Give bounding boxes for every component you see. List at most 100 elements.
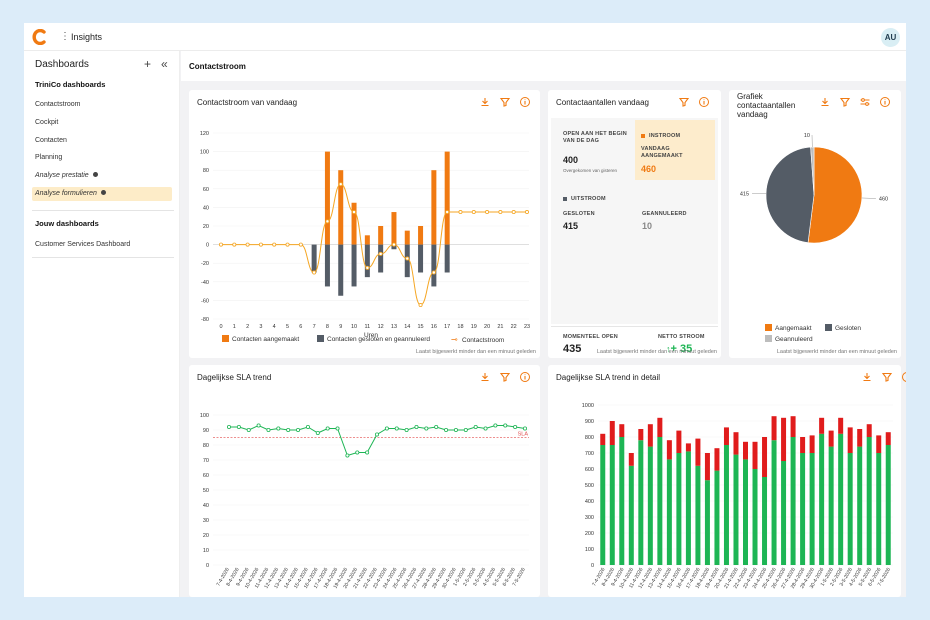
instroom-label-text: INSTROOM	[649, 133, 681, 139]
sla-point	[483, 426, 488, 431]
divider	[32, 210, 174, 211]
x-tick-label: 4	[273, 324, 276, 330]
bar-gesloten	[351, 244, 357, 287]
sidebar-item-label: Contacten	[35, 137, 67, 144]
sla-point	[493, 423, 498, 428]
bar-buiten-sla	[704, 453, 710, 481]
app-window: ⋮ Insights AU Dashboards + « TriniCo das…	[24, 23, 906, 597]
bar-aangemaakt	[444, 151, 450, 245]
contactstroom-point	[458, 210, 463, 215]
sla-point	[256, 423, 261, 428]
legend-swatch	[317, 335, 324, 342]
bar-buiten-sla	[657, 417, 663, 437]
contactstroom-point	[418, 303, 423, 308]
x-tick-label: 18	[457, 324, 463, 330]
filter-icon[interactable]	[678, 96, 690, 108]
card-title: Dagelijkse SLA trend	[197, 373, 272, 382]
sidebar-item-label: Contactstroom	[35, 101, 81, 108]
sla-point	[365, 450, 370, 455]
sidebar-item-analyse-prestatie[interactable]: Analyse prestatie	[32, 169, 172, 183]
filter-icon[interactable]	[499, 96, 511, 108]
download-icon[interactable]	[479, 96, 491, 108]
instroom-panel	[635, 120, 715, 180]
y-tick-label: 20	[203, 533, 209, 539]
y-tick-label: 100	[200, 413, 209, 419]
bar-gesloten	[391, 244, 397, 250]
sidebar-item-contacten[interactable]: Contacten	[32, 134, 172, 148]
card-title: Grafiek contactaantallen vandaag	[737, 92, 796, 119]
sidebar-item-analyse-formulieren[interactable]: Analyse formulieren	[32, 187, 172, 201]
legend-label: Aangemaakt	[775, 325, 812, 332]
filter-icon[interactable]	[839, 96, 851, 108]
contactstroom-point	[258, 242, 263, 247]
bar-buiten-sla	[857, 429, 863, 447]
y-tick-label: 0	[206, 243, 209, 249]
netto-label: NETTO STROOM	[658, 334, 705, 340]
bar-aangemaakt	[431, 170, 437, 245]
sidebar-item-contactstroom[interactable]: Contactstroom	[32, 98, 172, 112]
top-bar: ⋮ Insights AU	[24, 23, 906, 51]
bar-aangemaakt	[324, 151, 330, 245]
netto-value-text: + 35	[670, 343, 693, 355]
bar-buiten-sla	[752, 441, 758, 469]
legend-item-gesloten: Contacten gesloten en geannuleerd	[317, 335, 430, 343]
x-tick-label: 7	[313, 324, 316, 330]
add-dashboard-icon[interactable]: +	[144, 57, 152, 71]
sidebar-item-cockpit[interactable]: Cockpit	[32, 116, 172, 130]
info-icon[interactable]	[879, 96, 891, 108]
bar-binnen-sla	[781, 461, 787, 565]
download-icon[interactable]	[479, 371, 491, 383]
bar-buiten-sla	[685, 443, 691, 452]
filter-icon[interactable]	[881, 371, 893, 383]
collapse-sidebar-icon[interactable]: «	[161, 57, 168, 71]
bar-binnen-sla	[609, 445, 615, 565]
info-icon[interactable]	[901, 371, 906, 383]
bar-buiten-sla	[600, 433, 606, 445]
kebab-menu-icon[interactable]: ⋮	[60, 31, 70, 42]
info-icon[interactable]	[698, 96, 710, 108]
info-icon[interactable]	[519, 96, 531, 108]
info-icon[interactable]	[519, 371, 531, 383]
bar-buiten-sla	[695, 438, 701, 466]
bar-binnen-sla	[743, 459, 748, 565]
bar-binnen-sla	[790, 437, 796, 565]
download-icon[interactable]	[819, 96, 831, 108]
sla-point	[473, 425, 478, 430]
gesloten-value: 415	[563, 221, 579, 231]
sidebar-item-label: Analyse formulieren	[35, 190, 97, 197]
bar-binnen-sla	[828, 446, 834, 565]
y-tick-label: 0	[591, 563, 594, 569]
bar-binnen-sla	[638, 440, 644, 565]
avatar[interactable]: AU	[881, 28, 900, 47]
uitstroom-label: UITSTROOM	[563, 196, 606, 202]
app-logo[interactable]	[32, 29, 46, 45]
bar-binnen-sla	[704, 480, 710, 565]
y-tick-label: 90	[203, 428, 209, 434]
sla-point	[374, 432, 379, 437]
page-title: Contactstroom	[189, 62, 246, 71]
settings-sliders-icon[interactable]	[859, 96, 871, 108]
contactstroom-point	[445, 210, 450, 215]
instroom-sub: VANDAAG AANGEMAAKT	[641, 146, 683, 159]
arrow-up-icon: ↑	[666, 344, 671, 354]
bar-buiten-sla	[676, 430, 682, 453]
unsaved-dot-icon	[92, 172, 98, 177]
download-icon[interactable]	[861, 371, 873, 383]
y-tick-label: 10	[203, 548, 209, 554]
bar-buiten-sla	[847, 427, 853, 453]
contactstroom-point	[325, 219, 330, 224]
sidebar-item-customer-services[interactable]: Customer Services Dashboard	[32, 238, 172, 252]
legend-label: Contactstroom	[462, 337, 505, 344]
filter-icon[interactable]	[499, 371, 511, 383]
sla-point	[513, 425, 518, 430]
open-value: 400	[563, 155, 579, 165]
sidebar-item-planning[interactable]: Planning	[32, 151, 172, 165]
pie-chart: 460 415 10	[740, 133, 888, 244]
bar-buiten-sla	[800, 437, 806, 453]
x-tick-label: 21	[497, 324, 503, 330]
pie-slice	[807, 146, 863, 244]
contactstroom-point	[524, 210, 529, 215]
last-updated: Laatst bijgewerkt minder dan een minuut …	[415, 349, 536, 355]
bar-aangemaakt	[351, 202, 357, 245]
